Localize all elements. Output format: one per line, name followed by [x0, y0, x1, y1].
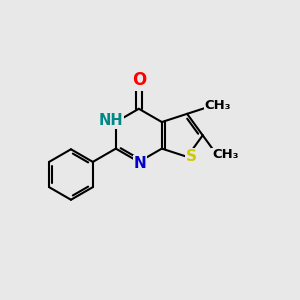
- Text: N: N: [134, 156, 146, 171]
- Text: CH₃: CH₃: [205, 99, 231, 112]
- Text: O: O: [132, 71, 146, 89]
- Text: NH: NH: [98, 113, 123, 128]
- Text: S: S: [186, 148, 197, 164]
- Text: CH₃: CH₃: [212, 148, 239, 161]
